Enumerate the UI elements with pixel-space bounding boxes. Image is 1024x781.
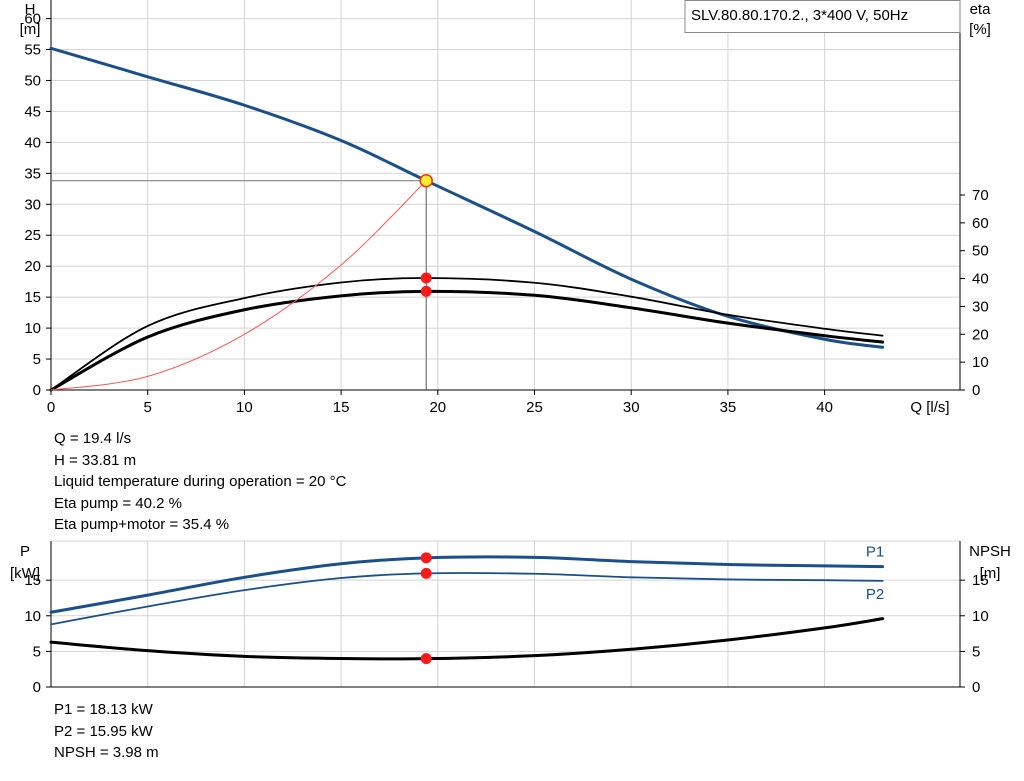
- info-p1: P1 = 18.13 kW: [54, 701, 153, 718]
- y-tick-label-right: 40: [972, 271, 989, 288]
- y-tick-label-right: 0: [972, 679, 980, 696]
- marker-p1: [420, 552, 432, 564]
- x-tick-label: 35: [720, 399, 737, 416]
- x-tick-label: 0: [47, 399, 55, 416]
- y-tick-label-right: 70: [972, 187, 989, 204]
- info-eta-total: Eta pump+motor = 35.4 %: [54, 516, 230, 533]
- legend-label-P1: P1: [866, 544, 884, 561]
- x-tick-label: 10: [236, 399, 253, 416]
- y-tick-label-left: 40: [24, 134, 41, 151]
- info-flow: Q = 19.4 l/s: [54, 430, 132, 447]
- chart-title: SLV.80.80.170.2., 3*400 V, 50Hz: [691, 7, 908, 24]
- y-tick-label-right: 15: [972, 572, 989, 589]
- info-eta-pump: Eta pump = 40.2 %: [54, 494, 182, 512]
- marker-p2: [420, 567, 432, 579]
- curve-P2: [50, 572, 884, 626]
- y-tick-label-left: 45: [24, 103, 41, 120]
- y-tick-label-left: 20: [24, 258, 41, 275]
- y-tick-label-left: 35: [24, 165, 41, 182]
- power-info: P1 = 18.13 kW P2 = 15.95 kW NPSH = 3.98 …: [54, 699, 159, 764]
- y-tick-label-left: 15: [24, 289, 41, 306]
- x-tick-label: 20: [429, 399, 446, 416]
- y-tick-label-left: 10: [24, 320, 41, 337]
- info-npsh: NPSH = 3.98 m: [54, 744, 159, 761]
- y-tick-label-right: 50: [972, 243, 989, 260]
- y-axis-unit-left: [kW]: [10, 565, 40, 582]
- y-tick-label-right: 30: [972, 298, 989, 315]
- y-axis-label-left: H: [25, 1, 36, 18]
- y-tick-label-left: 0: [33, 679, 41, 696]
- y-tick-label-right: 5: [972, 643, 980, 660]
- x-axis-label: Q [l/s]: [910, 399, 949, 416]
- head-efficiency-panel: 0 5 10 15 20 25 30 35 40 Q [l/s] 0 5 10 15 20 25 30 35 40 4…: [20, 0, 992, 416]
- y-tick-label-left: 5: [33, 643, 41, 660]
- y-axis-unit-right: [m]: [980, 565, 1001, 582]
- y-tick-label-left: 25: [24, 227, 41, 244]
- marker-eta-total: [420, 285, 432, 297]
- curve-system: [50, 180, 427, 391]
- y-tick-label-right: 0: [972, 382, 980, 399]
- x-tick-label: 5: [144, 399, 152, 416]
- legend-label-P2: P2: [866, 586, 884, 603]
- y-axis-unit-right: [%]: [969, 21, 991, 38]
- y-axis-label-left: P: [20, 543, 30, 560]
- y-axis-unit-left: [m]: [20, 21, 41, 38]
- y-axis-label-right: NPSH: [969, 543, 1011, 560]
- y-tick-label-left: 50: [24, 72, 41, 89]
- title-box: [684, 0, 961, 33]
- y-tick-label-right: 10: [972, 608, 989, 625]
- y-tick-label-left: 60: [24, 11, 41, 28]
- curve-NPSH: [49, 617, 885, 661]
- info-head: H = 33.81 m: [54, 451, 137, 469]
- y-tick-label-left: 10: [24, 608, 41, 625]
- y-tick-label-left: 15: [24, 572, 41, 589]
- marker-npsh: [420, 653, 432, 665]
- info-p2: P2 = 15.95 kW: [54, 722, 153, 740]
- y-tick-label-right: 10: [972, 354, 989, 371]
- curve-P1: [49, 555, 885, 614]
- y-tick-label-left: 0: [33, 382, 41, 399]
- y-tick-label-left: 30: [24, 196, 41, 213]
- info-liquid-temperature: Liquid temperature during operation = 20…: [54, 473, 347, 490]
- power-npsh-panel: 0 5 10 15 0 5 10 15 P [kW] NPSH [m] P1 P2: [10, 540, 1011, 696]
- y-tick-label-left: 5: [33, 351, 41, 368]
- x-tick-label: 30: [623, 399, 640, 416]
- curve-H: [49, 46, 885, 349]
- marker-eta-pump: [420, 272, 432, 284]
- y-axis-label-right: eta: [970, 1, 992, 18]
- x-tick-label: 40: [816, 399, 833, 416]
- x-tick-label: 15: [333, 399, 350, 416]
- x-tick-label: 25: [526, 399, 543, 416]
- curve-eta_pump: [50, 277, 884, 391]
- y-tick-label-right: 60: [972, 215, 989, 232]
- marker-duty-point: [419, 173, 433, 188]
- curve-eta_total: [49, 289, 885, 392]
- operating-point-info: Q = 19.4 l/s H = 33.81 m Liquid temperat…: [54, 428, 346, 536]
- y-tick-label-right: 20: [972, 326, 989, 343]
- y-tick-label-left: 55: [24, 42, 41, 59]
